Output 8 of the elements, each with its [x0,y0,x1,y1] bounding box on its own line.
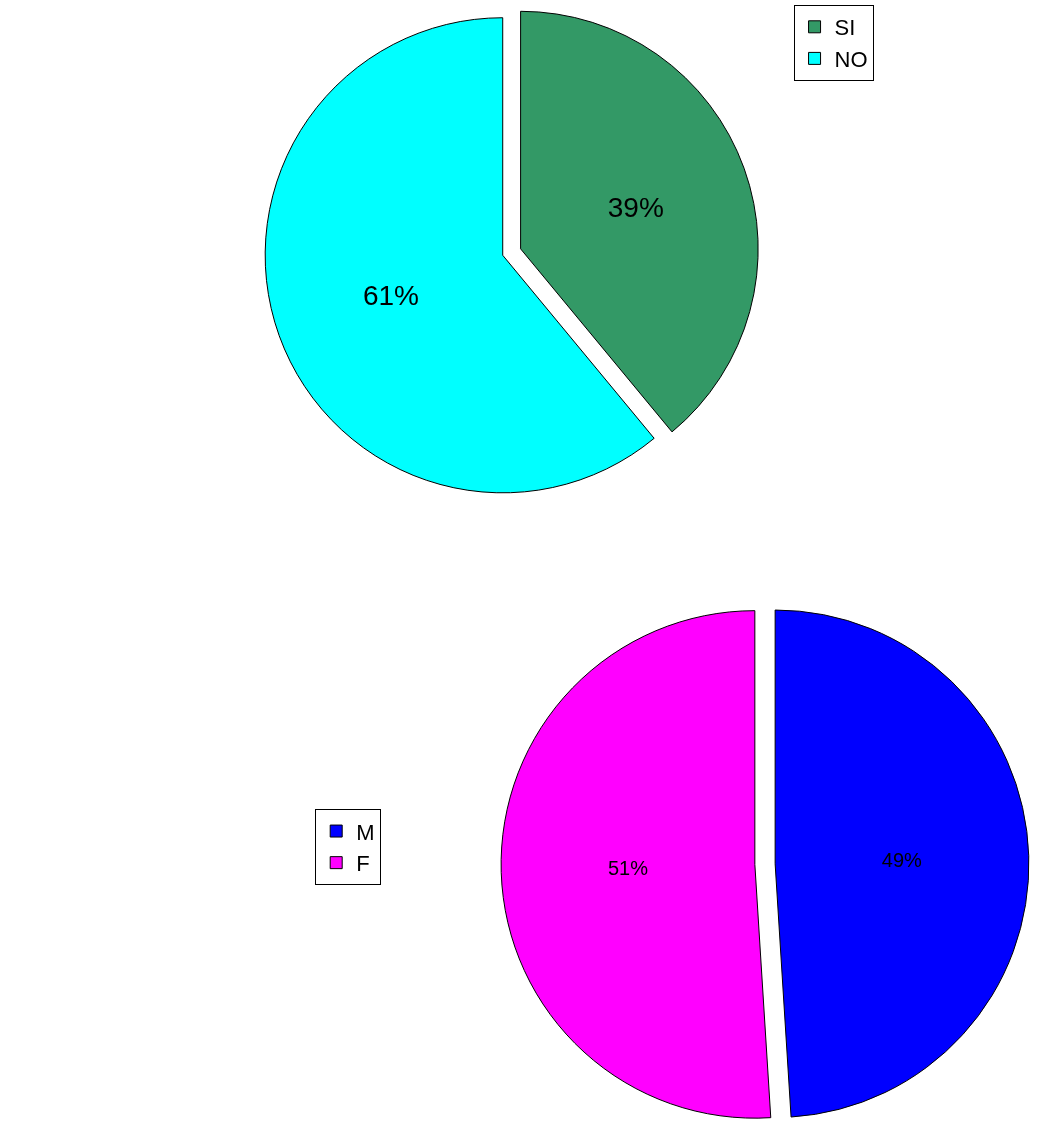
data-label: 61% [362,280,419,312]
legend-label: NO [834,46,868,72]
legend-label: M [356,819,375,845]
data-label: 49% [881,848,923,871]
data-label: 39% [607,191,664,223]
legend-label: SI [834,15,856,41]
legend-label: F [356,851,370,877]
data-label: 51% [607,857,649,880]
